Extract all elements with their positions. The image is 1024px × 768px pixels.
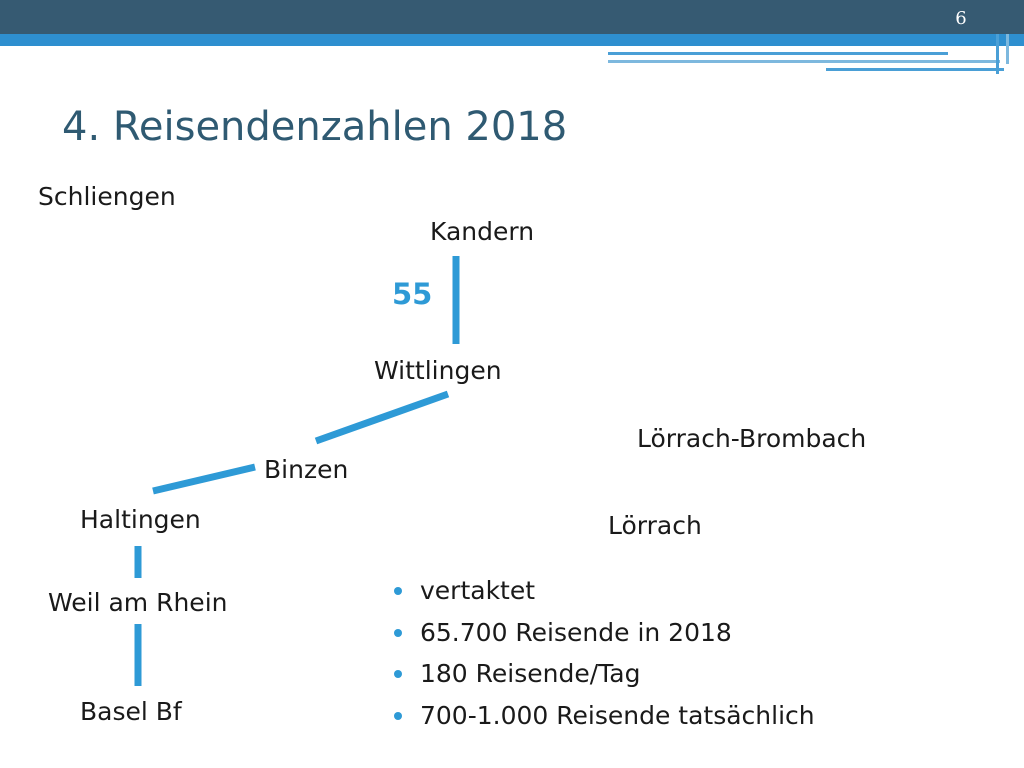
list-item-text: 65.700 Reisende in 2018	[420, 617, 732, 647]
header-decoration-line	[826, 68, 1004, 71]
bullet-dot-icon	[394, 670, 402, 678]
header-decoration-line	[1006, 34, 1009, 64]
station-loerrach-brombach: Lörrach-Brombach	[637, 424, 867, 453]
bullet-dot-icon	[394, 711, 402, 720]
list-item-text: vertaktet	[420, 576, 536, 605]
slide-number: 6	[955, 8, 967, 29]
station-weil-am-rhein: Weil am Rhein	[48, 588, 228, 617]
station-schliengen: Schliengen	[38, 182, 176, 211]
header-decoration-line	[996, 34, 999, 74]
station-basel-bf: Basel Bf	[80, 697, 182, 726]
slide-title: 4. Reisendenzahlen 2018	[62, 104, 568, 150]
list-item-text: 700-1.000 Reisende tatsächlich	[420, 700, 815, 730]
station-wittlingen: Wittlingen	[374, 356, 502, 385]
list-item: 65.700 Reisende in 2018	[392, 614, 815, 656]
list-item-text: 180 Reisende/Tag	[420, 659, 641, 688]
station-kandern: Kandern	[430, 217, 535, 246]
segment-count-label: 55	[392, 277, 433, 311]
header-bar	[0, 0, 1024, 34]
header-decoration-line	[608, 52, 948, 55]
header-decoration-line	[608, 60, 1000, 63]
bullet-dot-icon	[394, 587, 402, 595]
station-haltingen: Haltingen	[80, 505, 201, 534]
route-segment-wittlingen-binzen	[314, 390, 450, 445]
header-stripe	[0, 34, 1024, 46]
station-loerrach: Lörrach	[608, 511, 702, 540]
station-binzen: Binzen	[264, 455, 349, 484]
bullet-dot-icon	[394, 628, 402, 637]
facts-list: vertaktet 65.700 Reisende in 2018 180 Re…	[392, 572, 815, 738]
list-item: 180 Reisende/Tag	[392, 655, 815, 697]
list-item: vertaktet	[392, 572, 815, 614]
route-segment-binzen-haltingen	[152, 463, 256, 495]
list-item: 700-1.000 Reisende tatsächlich	[392, 697, 815, 739]
